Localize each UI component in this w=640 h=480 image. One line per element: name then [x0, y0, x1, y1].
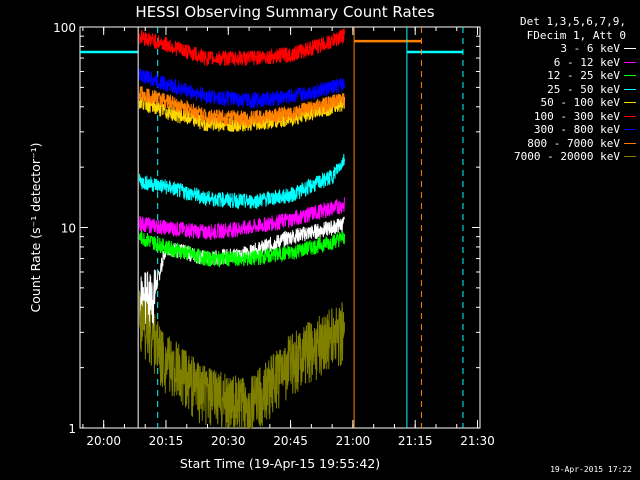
legend-entry-label: 800 - 7000 keV [527, 136, 620, 150]
legend-swatch [624, 156, 636, 158]
legend-entry: 50 - 100 keV [470, 96, 636, 110]
legend-swatch [624, 48, 636, 50]
x-tick-label: 20:45 [273, 434, 308, 448]
legend-swatch [624, 88, 636, 90]
legend-entry-label: 50 - 100 keV [540, 96, 620, 109]
legend-swatch [624, 75, 636, 77]
legend-entry-label: 3 - 6 keV [560, 42, 620, 55]
legend-swatch [624, 102, 636, 104]
x-axis-label: Start Time (19-Apr-15 19:55:42) [180, 456, 380, 471]
legend-header-line-1: Det 1,3,5,6,7,9, [520, 15, 626, 28]
chart-legend: Det 1,3,5,6,7,9, FDecim 1, Att 0 3 - 6 k… [470, 15, 636, 164]
y-tick-label: 1 [68, 422, 76, 436]
series-line [138, 68, 345, 109]
x-tick-label: 20:30 [211, 434, 246, 448]
series-line [138, 197, 345, 240]
legend-swatch [624, 61, 636, 63]
series-line [138, 85, 345, 127]
x-tick-label: 21:15 [398, 434, 433, 448]
legend-entry-label: 12 - 25 keV [547, 69, 620, 82]
y-tick-label: 10 [61, 222, 76, 236]
legend-swatch [624, 115, 636, 117]
legend-entry: 300 - 800 keV [470, 123, 636, 137]
x-tick-label: 20:15 [149, 434, 184, 448]
x-tick-label: 21:30 [460, 434, 495, 448]
series-line [138, 290, 345, 429]
timestamp-footer: 19-Apr-2015 17:22 [550, 465, 632, 474]
x-tick-label: 21:00 [336, 434, 371, 448]
y-axis-label: Count Rate (s⁻¹ detector⁻¹) [28, 143, 43, 313]
legend-entry: 7000 - 20000 keV [470, 150, 636, 164]
legend-entry: 6 - 12 keV [470, 56, 636, 70]
legend-swatch [624, 142, 636, 144]
legend-swatch [624, 129, 636, 131]
series-line [138, 230, 345, 268]
series-line [138, 153, 345, 210]
legend-entry-label: 25 - 50 keV [547, 82, 620, 96]
legend-entry: 800 - 7000 keV [470, 137, 636, 151]
legend-entry-label: 7000 - 20000 keV [514, 150, 620, 163]
legend-entry-label: 100 - 300 keV [533, 109, 620, 123]
x-tick-label: 20:00 [86, 434, 121, 448]
legend-entry-label: 300 - 800 keV [533, 123, 620, 136]
legend-entry: 25 - 50 keV [470, 83, 636, 97]
legend-rows: 3 - 6 keV 6 - 12 keV 12 - 25 keV 25 - 50 ke… [470, 42, 636, 164]
chart-title: HESSI Observing Summary Count Rates [135, 3, 435, 21]
series-line [138, 28, 345, 67]
legend-entry-label: 6 - 12 keV [553, 55, 620, 69]
legend-entry: 100 - 300 keV [470, 110, 636, 124]
y-tick-label: 100 [53, 21, 76, 35]
legend-header-line-2: FDecim 1, Att 0 [526, 28, 626, 42]
legend-entry: 3 - 6 keV [470, 42, 636, 56]
legend-entry: 12 - 25 keV [470, 69, 636, 83]
